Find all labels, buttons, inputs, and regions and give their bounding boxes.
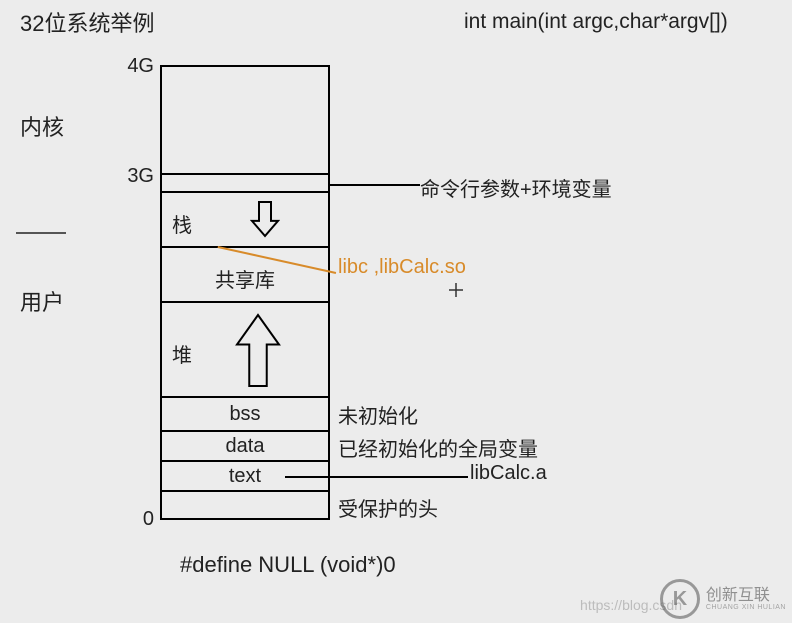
segment-rsv: [160, 492, 330, 520]
callout-rsv: 受保护的头: [338, 493, 438, 522]
segment-label-stack: 栈: [122, 209, 242, 238]
segment-bss: bss: [160, 398, 330, 432]
segment-label-heap: 堆: [122, 339, 242, 368]
cross-marker-icon: [449, 283, 463, 297]
segment-shlib: 共享库: [160, 248, 330, 303]
label-kernel: 内核: [20, 110, 64, 142]
segment-stack: 栈: [160, 193, 330, 248]
brand-watermark: K 创新互联 CHUANG XIN HULIAN: [660, 579, 786, 619]
segment-label-bss: bss: [162, 403, 328, 426]
segment-heap: 堆: [160, 303, 330, 398]
footer-define: #define NULL (void*)0: [180, 552, 396, 578]
brand-cn: 创新互联: [706, 588, 786, 604]
callout-bss: 未初始化: [338, 400, 418, 429]
tick-4g: 4G: [110, 55, 154, 78]
segment-env: [160, 175, 330, 193]
callout-shlib: libc ,libCalc.so: [338, 256, 466, 279]
code-signature: int main(int argc,char*argv[]): [464, 10, 728, 34]
callout-line-env: [330, 184, 420, 186]
brand-logo-icon: K: [660, 579, 700, 619]
callout-line-text: [285, 476, 468, 478]
tick-0: 0: [128, 508, 154, 531]
segment-data: data: [160, 432, 330, 462]
brand-en: CHUANG XIN HULIAN: [706, 604, 786, 611]
callout-data: 已经初始化的全局变量: [338, 433, 538, 462]
tick-3g: 3G: [110, 165, 154, 188]
segment-label-data: data: [162, 435, 328, 458]
segment-label-shlib: 共享库: [162, 264, 328, 293]
segment-kernel: [160, 65, 330, 175]
callout-text: libCalc.a: [470, 462, 547, 485]
label-user: 用户: [20, 285, 64, 317]
callout-env: 命令行参数+环境变量: [420, 173, 612, 202]
page-title: 32位系统举例: [20, 6, 154, 38]
divider-dash: [16, 232, 66, 234]
